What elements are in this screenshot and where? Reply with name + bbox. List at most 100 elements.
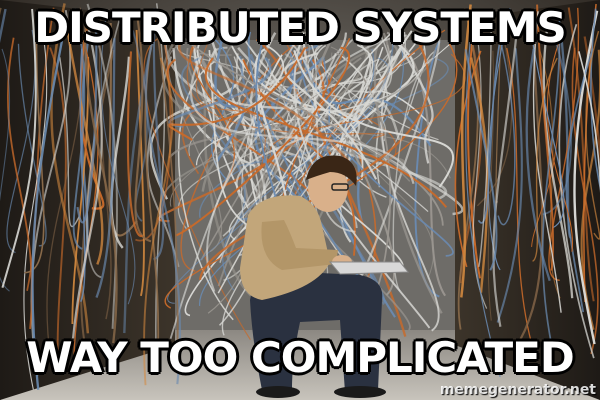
cable: [86, 3, 118, 329]
cable: [272, 33, 335, 177]
cable: [247, 31, 360, 278]
right-rack: [455, 0, 600, 400]
cable: [571, 47, 599, 355]
cable: [478, 9, 493, 267]
cable: [392, 57, 434, 292]
cable: [66, 30, 104, 265]
cable: [49, 47, 67, 365]
hair: [306, 155, 357, 186]
cable: [95, 38, 116, 298]
cable: [0, 48, 10, 292]
jeans: [250, 271, 383, 392]
cable: [79, 48, 86, 302]
cable: [214, 34, 245, 163]
cable: [460, 4, 472, 298]
cable: [31, 30, 65, 390]
cable: [394, 37, 434, 164]
cable: [496, 48, 523, 323]
cable: [542, 44, 573, 216]
cable: [177, 31, 444, 226]
cable: [532, 11, 562, 313]
cable: [73, 36, 99, 361]
cable: [145, 37, 182, 385]
cable: [464, 49, 498, 271]
cable: [108, 23, 138, 237]
cable: [24, 17, 45, 274]
cable: [200, 31, 311, 261]
shoe: [334, 386, 386, 398]
bottom-caption: WAY TOO COMPLICATED: [26, 333, 574, 382]
cable: [170, 46, 347, 207]
person-kneeling: [240, 155, 410, 398]
cable: [506, 47, 533, 344]
cable: [219, 58, 379, 263]
cable: [470, 57, 489, 293]
cable: [126, 51, 144, 237]
cable: [254, 55, 325, 202]
cable: [180, 39, 307, 272]
head: [308, 164, 348, 212]
cable: [525, 48, 551, 282]
laptop: [328, 261, 410, 275]
cable: [1, 8, 37, 288]
cable: [532, 57, 558, 262]
cable: [315, 45, 439, 141]
cable: [565, 48, 594, 313]
cable: [487, 7, 511, 271]
cable: [98, 8, 112, 320]
cable: [467, 36, 482, 279]
cable: [338, 44, 374, 174]
sweater-arm: [261, 220, 338, 270]
cable: [190, 55, 415, 184]
cable: [286, 38, 356, 233]
cable: [476, 23, 513, 207]
cable: [155, 3, 166, 361]
top-caption: DISTRIBUTED SYSTEMS: [34, 3, 567, 52]
cable: [143, 34, 251, 341]
cable: [135, 29, 145, 297]
cable: [23, 23, 48, 390]
cable: [167, 43, 223, 253]
cable: [149, 58, 245, 200]
cable: [256, 32, 348, 145]
watermark: memegenerator.net: [439, 382, 596, 398]
cable-tangle: [0, 3, 600, 390]
cable: [257, 42, 302, 154]
cable: [76, 9, 98, 224]
cable: [100, 16, 136, 305]
cable: [542, 8, 574, 299]
cable: [164, 36, 448, 200]
cable: [541, 11, 561, 346]
cable: [472, 8, 488, 309]
cable: [154, 17, 179, 370]
cable: [328, 41, 415, 161]
cable: [135, 9, 172, 242]
cable: [293, 50, 455, 188]
cable: [175, 46, 350, 237]
cable: [546, 43, 574, 252]
cable: [249, 53, 386, 306]
cable: [110, 56, 131, 249]
cable: [558, 23, 595, 359]
cable: [146, 56, 180, 268]
cable: [497, 37, 516, 226]
cable: [217, 33, 391, 294]
cable: [492, 24, 519, 327]
cable: [217, 57, 362, 287]
cable: [548, 7, 580, 282]
cable: [178, 44, 362, 178]
shoe: [256, 386, 300, 398]
cable: [83, 24, 118, 344]
cable: [71, 56, 90, 325]
cable: [243, 37, 429, 212]
cable: [585, 30, 600, 240]
cable: [195, 34, 266, 171]
cable: [186, 40, 385, 139]
cable: [86, 8, 124, 279]
glasses: [331, 183, 349, 191]
cable: [134, 17, 152, 243]
cable: [457, 7, 479, 330]
cable: [203, 49, 252, 297]
